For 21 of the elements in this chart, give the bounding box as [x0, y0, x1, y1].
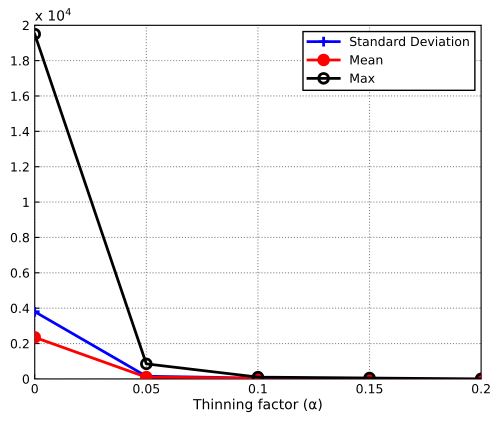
y-tick-label: 1: [23, 198, 29, 207]
legend-label: Mean: [350, 55, 382, 65]
x-tick-label: 0.1: [248, 384, 267, 394]
y-tick-label: 0.6: [10, 268, 30, 278]
y-tick-label: 0: [22, 374, 30, 384]
y-tick-label: 0.2: [10, 339, 29, 348]
y-tick-label: 2: [22, 20, 29, 30]
x-tick-label: 0.15: [356, 384, 382, 394]
y-tick-label: 1.8: [11, 56, 30, 66]
x-tick-label: 0: [32, 384, 38, 394]
y-tick-label: 1.2: [11, 162, 29, 172]
x-tick-label: 0.05: [133, 384, 160, 394]
legend-label: Standard Deviation: [350, 36, 469, 46]
x-tick-label: 0.2: [472, 384, 490, 394]
y-tick-label: 0.8: [10, 232, 30, 242]
y-tick-label: 1.4: [11, 126, 30, 136]
legend-label: Max: [350, 74, 375, 83]
y-tick-label: 0.4: [10, 304, 30, 314]
x-axis-title: Thinning factor (α): [193, 398, 322, 412]
y-tick-label: 1.6: [11, 91, 30, 101]
text: x 10$^{4}$: [35, 8, 71, 21]
